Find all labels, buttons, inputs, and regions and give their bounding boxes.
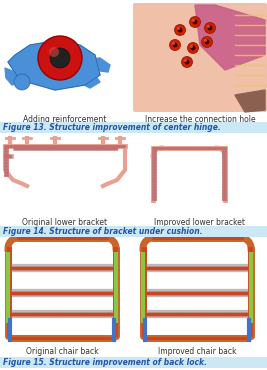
Polygon shape [5,68,20,85]
Polygon shape [8,40,100,90]
Polygon shape [80,58,110,72]
Text: Improved chair back: Improved chair back [158,347,236,356]
Circle shape [49,47,59,57]
Circle shape [175,24,186,36]
Circle shape [205,40,210,44]
Text: Increase the connection hole: Increase the connection hole [145,115,255,124]
Circle shape [182,57,193,67]
Circle shape [177,27,180,30]
Text: Figure 13. Structure improvement of center hinge.: Figure 13. Structure improvement of cent… [3,123,221,132]
Text: Figure 15. Structure improvement of back lock.: Figure 15. Structure improvement of back… [3,358,207,367]
Circle shape [184,60,190,64]
Circle shape [204,39,207,42]
Circle shape [190,17,201,27]
Bar [0,226,267,237]
Circle shape [170,40,180,50]
Circle shape [187,43,198,54]
Circle shape [207,25,210,28]
Text: Original chair back: Original chair back [26,347,98,356]
Circle shape [202,37,213,47]
Circle shape [14,74,30,90]
Text: Improved lower bracket: Improved lower bracket [155,218,245,227]
Circle shape [178,27,183,33]
Circle shape [172,42,175,45]
Text: Adding reinforcement: Adding reinforcement [23,115,107,124]
Circle shape [193,20,198,24]
Text: Original lower bracket: Original lower bracket [22,218,108,227]
Circle shape [50,48,70,68]
Circle shape [205,23,215,34]
FancyBboxPatch shape [133,3,267,112]
Circle shape [184,59,187,62]
Polygon shape [75,72,100,88]
Bar [0,357,267,368]
Polygon shape [235,90,265,112]
Text: Figure 14. Structure of bracket under cushion.: Figure 14. Structure of bracket under cu… [3,227,202,236]
Circle shape [207,26,213,30]
Circle shape [172,43,178,47]
Polygon shape [195,5,265,70]
Circle shape [38,36,82,80]
Circle shape [192,19,195,22]
Bar [0,122,267,133]
Circle shape [190,45,193,48]
Circle shape [190,46,195,50]
